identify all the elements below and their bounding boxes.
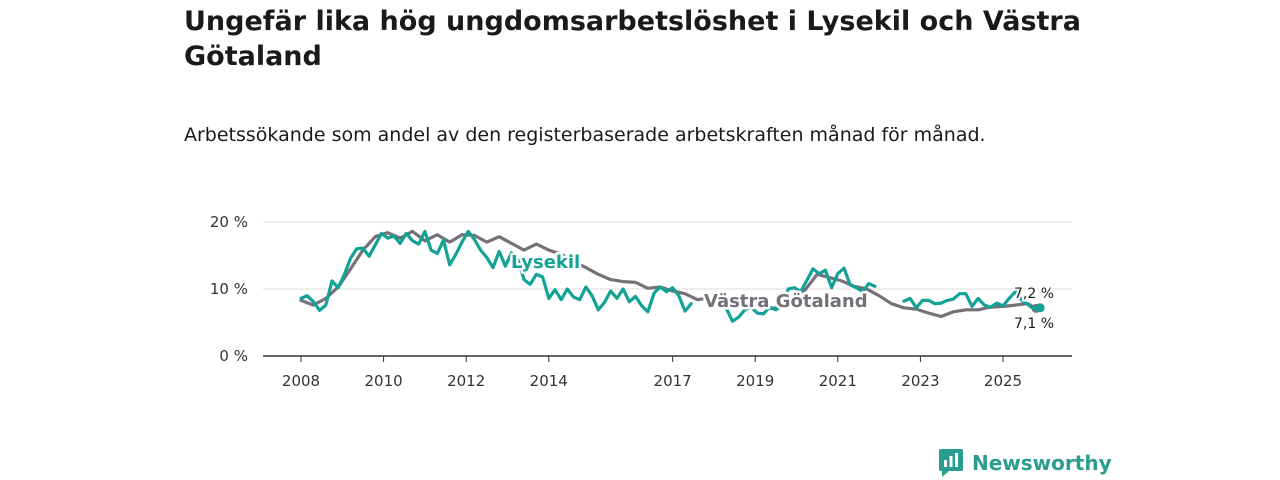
series-label-vastra-gotaland: Västra Götaland [704,291,868,312]
y-tick-label: 20 % [210,213,248,231]
brand-name: Newsworthy [972,451,1112,475]
label-layer: Lysekil Västra Götaland 7,2 % 7,1 % [509,250,1057,335]
x-tick-label: 2014 [530,372,568,390]
series-line-vastra-gotaland [766,272,1038,319]
series-label-lysekil: Lysekil [511,252,580,273]
x-tick-label: 2021 [819,372,857,390]
series-line-lysekil [724,266,877,323]
chart-title: Ungefär lika hög ungdomsarbetslöshet i L… [184,6,1081,72]
x-tick-label: 2012 [447,372,485,390]
x-tick-label: 2010 [364,372,402,390]
y-tick-label: 0 % [219,347,248,365]
x-tick-label: 2023 [901,372,939,390]
newsworthy-logo-icon [939,449,963,477]
x-tick-label: 2019 [736,372,774,390]
x-tick-label: 2017 [654,372,692,390]
series-line-vastra-gotaland [299,229,712,307]
x-tick-label: 2008 [282,372,320,390]
x-tick-label: 2025 [984,372,1022,390]
end-point-lysekil [1035,303,1045,313]
line-chart: 0 % 10 % 20 % 2008 2010 2012 2014 2017 2019 2021 2… [210,213,1072,390]
series-line-lysekil [902,290,1042,311]
end-value-label-lysekil: 7,2 % [1014,286,1054,302]
series-line-lysekil [299,229,693,314]
chart-subtitle: Arbetssökande som andel av den registerb… [184,124,986,146]
end-value-label-vastra-gotaland: 7,1 % [1014,316,1054,332]
brand-logo: Newsworthy [938,448,1112,478]
grid-layer: 0 % 10 % 20 % 2008 2010 2012 2014 2017 2019 2021 2… [210,213,1072,390]
series-layer [299,229,1045,323]
y-tick-label: 10 % [210,280,248,298]
